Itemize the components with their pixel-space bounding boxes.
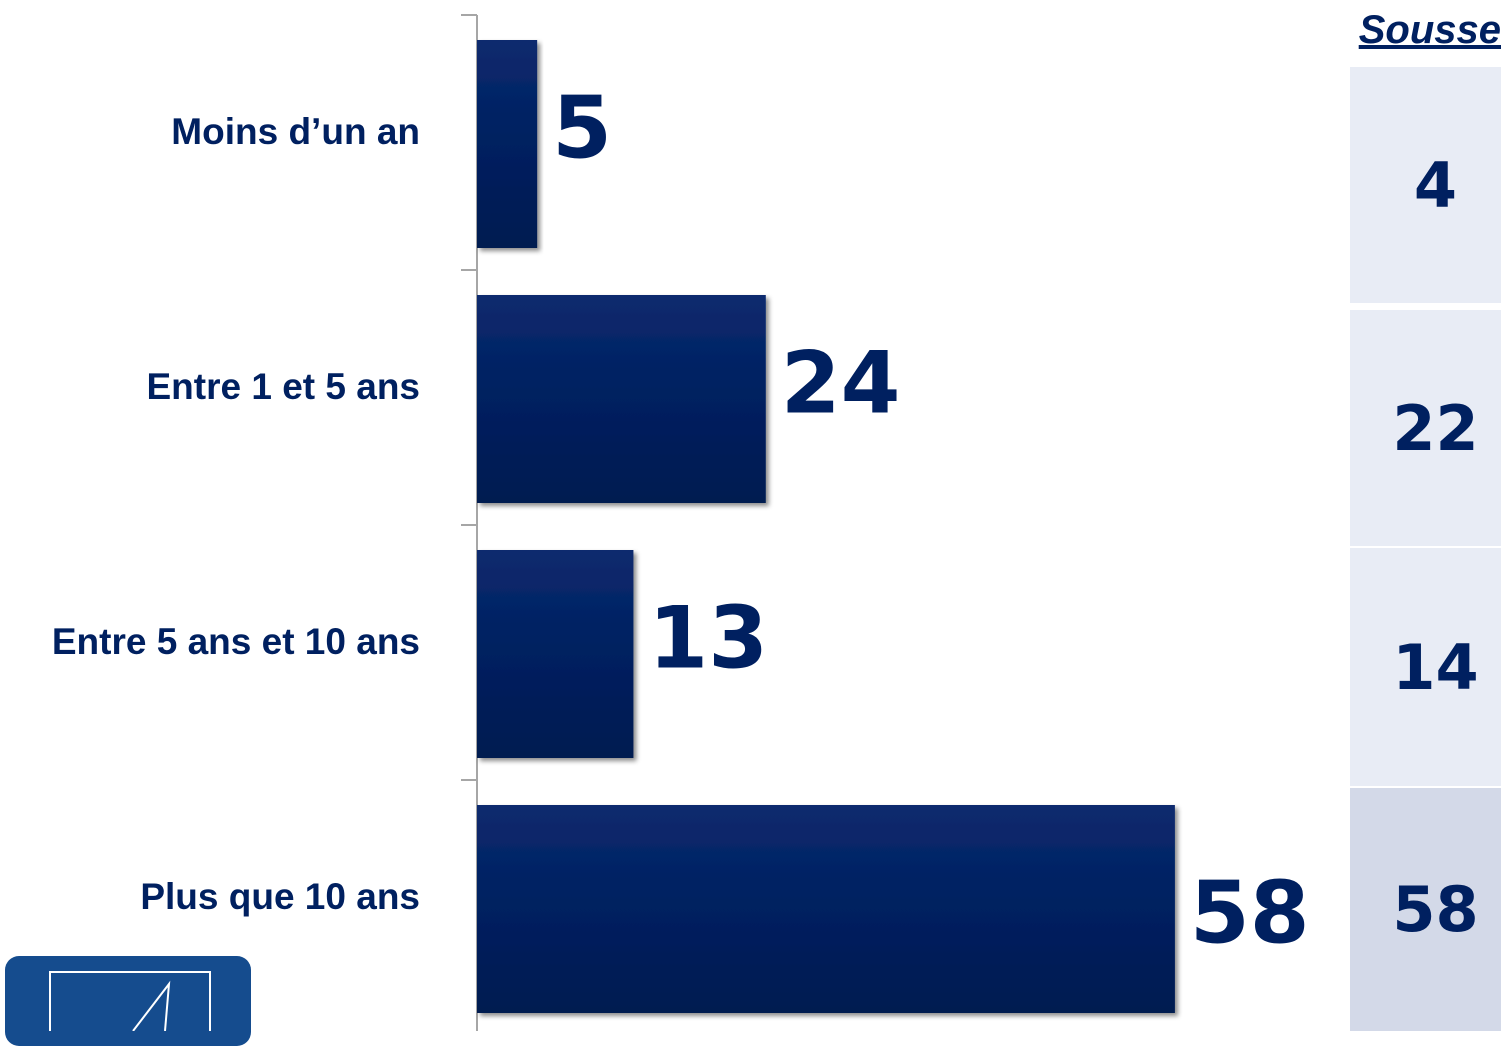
- category-label: Entre 5 ans et 10 ans: [52, 621, 420, 662]
- institution-logo-icon: [49, 971, 211, 1031]
- category-label: Entre 1 et 5 ans: [146, 366, 420, 407]
- table-cell: 58: [1350, 788, 1501, 1031]
- bar-chart: Moins d’un an 5 Entre 1 et 5 ans 24 Entre 5 …: [52, 14, 1310, 1031]
- table-cell: 4: [1350, 67, 1501, 303]
- bar: [477, 805, 1175, 1013]
- logo: [5, 956, 251, 1046]
- data-label: 24: [781, 333, 901, 433]
- table-cell: 14: [1350, 548, 1501, 786]
- bar: [477, 40, 538, 248]
- bar: [477, 295, 766, 503]
- table-header: Sousse: [1358, 8, 1501, 52]
- data-label: 58: [1190, 863, 1310, 963]
- bar: [477, 550, 634, 758]
- table-cell: 22: [1350, 310, 1501, 546]
- data-label: 13: [648, 588, 768, 688]
- category-label: Moins d’un an: [171, 111, 420, 152]
- data-label: 5: [552, 78, 612, 178]
- category-label: Plus que 10 ans: [140, 876, 420, 917]
